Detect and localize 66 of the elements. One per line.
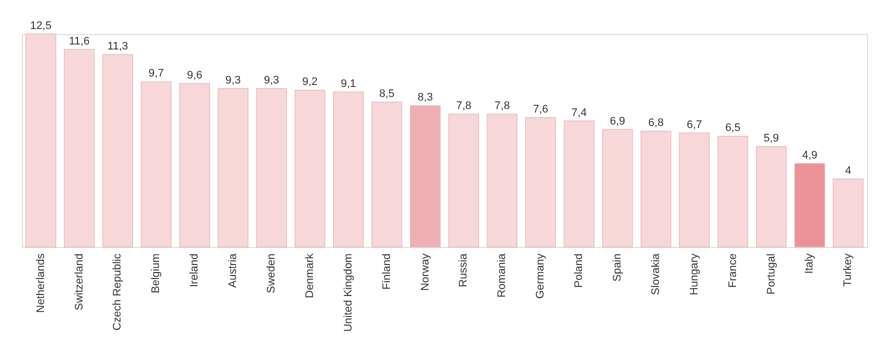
data-label: 7,4	[571, 106, 587, 119]
x-tick-label: Sweden	[266, 254, 278, 294]
x-tick-label: Hungary	[688, 253, 700, 296]
x-tick-label: Austria	[227, 252, 240, 288]
data-label: 9,2	[302, 76, 318, 88]
x-tick-label: Norway	[419, 253, 432, 291]
data-label: 12,5	[30, 20, 52, 32]
data-label: 9,1	[340, 78, 356, 90]
bar	[756, 146, 787, 248]
data-label: 8,5	[379, 88, 394, 100]
data-label: 6,7	[686, 118, 702, 131]
data-label: 9,6	[186, 69, 202, 82]
data-label: 11,6	[68, 35, 90, 48]
data-label: 9,3	[264, 74, 280, 87]
bar	[794, 163, 826, 248]
bar	[448, 114, 480, 248]
bar	[294, 90, 326, 248]
data-label: 7,6	[532, 103, 548, 116]
x-tick-label: Germany	[534, 253, 547, 299]
x-tick-label: Italy	[804, 253, 816, 274]
data-label: 6,9	[610, 115, 626, 128]
bar	[640, 130, 672, 248]
bar	[602, 129, 633, 248]
bar	[25, 34, 56, 248]
bar	[717, 136, 748, 248]
x-tick-label: Netherlands	[34, 253, 47, 313]
bar	[410, 105, 441, 248]
data-label: 6,8	[648, 117, 664, 130]
bar	[832, 178, 864, 248]
x-tick-label: Russia	[458, 252, 470, 288]
x-tick-label: France	[726, 254, 739, 288]
bar	[486, 114, 518, 248]
x-tick-label: Finland	[380, 254, 393, 290]
data-label: 7,8	[456, 100, 472, 112]
x-tick-label: United Kingdom	[342, 254, 354, 332]
bar	[333, 92, 364, 248]
x-tick-label: Poland	[573, 254, 586, 288]
data-label: 9,7	[148, 68, 164, 80]
x-tick-label: Belgium	[150, 254, 162, 294]
data-label: 4	[845, 164, 852, 177]
bar	[218, 88, 248, 248]
x-tick-label: Turkey	[842, 253, 854, 287]
bar	[564, 120, 594, 248]
x-tick-label: Romania	[496, 252, 508, 298]
x-tick-label: Denmark	[304, 253, 316, 298]
data-label: 8,3	[418, 92, 433, 104]
x-tick-label: Ireland	[188, 254, 201, 288]
data-label: 5,9	[764, 132, 779, 144]
bar	[140, 81, 172, 248]
x-tick-label: Czech Republic	[112, 253, 124, 331]
bar	[525, 117, 556, 248]
bar	[679, 132, 710, 248]
bar	[256, 88, 287, 248]
bar	[64, 48, 95, 248]
data-label: 9,3	[225, 74, 241, 87]
x-tick-label: Switzerland	[73, 254, 86, 310]
bar	[102, 54, 134, 248]
bar	[371, 102, 402, 248]
x-tick-label: Spain	[612, 254, 624, 282]
x-tick-label: Slovakia	[650, 252, 662, 296]
data-label: 4,9	[802, 150, 818, 162]
data-label: 11,3	[107, 40, 128, 52]
data-label: 6,5	[725, 122, 740, 134]
bar	[179, 83, 210, 248]
data-label: 7,8	[494, 100, 510, 112]
x-tick-label: Portugal	[765, 254, 778, 294]
